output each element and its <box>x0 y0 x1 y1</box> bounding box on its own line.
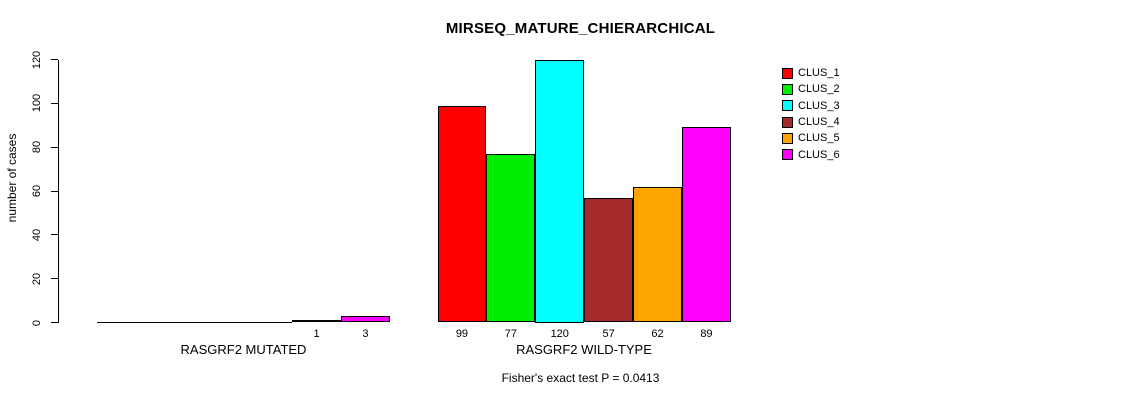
y-tick-label: 0 <box>30 319 43 326</box>
bar-clus_3-mutated <box>194 321 244 323</box>
chart-title: MIRSEQ_MATURE_CHIERARCHICAL <box>445 20 716 37</box>
legend-label: CLUS_3 <box>798 99 840 112</box>
bar-clus_5-mutated <box>292 320 341 323</box>
bar-clus_4-mutated <box>243 321 293 323</box>
y-tick <box>51 102 58 104</box>
bar-clus_3-wild-type <box>535 59 585 323</box>
legend-item-clus_6: CLUS_6 <box>782 146 840 162</box>
y-tick-label: 80 <box>30 141 43 154</box>
legend-label: CLUS_5 <box>798 132 840 145</box>
legend-item-clus_4: CLUS_4 <box>782 114 840 130</box>
legend-label: CLUS_6 <box>798 148 840 161</box>
y-tick-label: 40 <box>30 228 43 241</box>
y-tick <box>51 322 58 323</box>
bar-clus_4-wild-type <box>584 197 634 323</box>
y-tick-label: 120 <box>30 50 43 69</box>
bar-clus_6-mutated <box>341 315 390 323</box>
bar-value-label: 57 <box>602 328 615 340</box>
legend-label: CLUS_2 <box>798 83 840 96</box>
legend-item-clus_1: CLUS_1 <box>782 65 840 81</box>
legend-swatch-clus_1 <box>782 67 793 79</box>
fisher-test-pvalue: Fisher's exact test P = 0.0413 <box>501 371 660 385</box>
bar-value-label: 99 <box>455 328 469 340</box>
y-tick-label: 60 <box>30 184 43 198</box>
y-tick <box>51 234 58 236</box>
y-tick-label: 100 <box>30 94 43 113</box>
legend-label: CLUS_1 <box>798 67 840 80</box>
legend-item-clus_2: CLUS_2 <box>782 81 840 97</box>
y-tick <box>51 190 58 192</box>
bar-value-label: 120 <box>550 328 569 340</box>
bar-value-label: 3 <box>362 328 369 340</box>
bar-value-label: 77 <box>504 328 517 340</box>
legend-label: CLUS_4 <box>798 116 840 129</box>
y-tick <box>51 146 58 148</box>
bar-clus_1-wild-type <box>437 105 487 323</box>
bar-clus_2-mutated <box>145 321 195 323</box>
y-tick-label: 20 <box>30 272 43 285</box>
y-axis-line <box>58 59 59 323</box>
y-axis-title: number of cases <box>5 133 19 223</box>
legend-swatch-clus_5 <box>782 132 793 144</box>
bar-value-label: 62 <box>651 328 664 340</box>
y-tick <box>51 59 58 60</box>
legend-swatch-clus_3 <box>782 100 793 112</box>
y-tick <box>51 278 58 280</box>
bar-clus_5-wild-type <box>633 186 682 323</box>
legend: CLUS_1 CLUS_2 CLUS_3 CLUS_4 CLUS_5 CLUS_6 <box>782 65 840 163</box>
legend-item-clus_5: CLUS_5 <box>782 130 840 146</box>
bar-clus_2-wild-type <box>486 153 536 323</box>
legend-item-clus_3: CLUS_3 <box>782 98 840 114</box>
legend-swatch-clus_2 <box>782 83 793 95</box>
bar-clus_1-mutated <box>96 321 146 323</box>
bar-value-label: 89 <box>700 328 713 340</box>
bar-clus_6-wild-type <box>682 127 731 323</box>
group-label-rasgrf2-wild-type: RASGRF2 WILD-TYPE <box>516 342 652 357</box>
legend-swatch-clus_4 <box>782 116 793 128</box>
legend-swatch-clus_6 <box>782 149 793 161</box>
bar-value-label: 1 <box>313 328 320 340</box>
group-label-rasgrf2-mutated: RASGRF2 MUTATED <box>180 342 307 357</box>
